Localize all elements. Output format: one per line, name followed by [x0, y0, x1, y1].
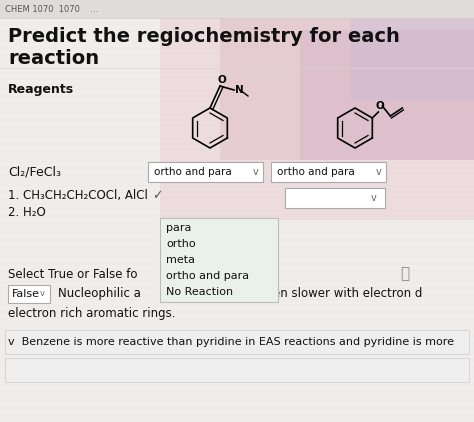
Text: ortho and para: ortho and para [154, 167, 232, 177]
Text: ✓: ✓ [152, 189, 163, 203]
Text: ortho and para: ortho and para [277, 167, 355, 177]
Text: ortho: ortho [166, 239, 196, 249]
Text: 2. H₂O: 2. H₂O [8, 206, 46, 219]
Text: electron rich aromatic rings.: electron rich aromatic rings. [8, 308, 175, 320]
Text: N: N [235, 85, 244, 95]
Text: 1. CH₃CH₂CH₂COCl, AlCl: 1. CH₃CH₂CH₂COCl, AlCl [8, 189, 148, 203]
Text: v: v [376, 167, 382, 177]
Bar [300, 30, 474, 160]
Text: O: O [376, 101, 385, 111]
Bar [271, 162, 386, 182]
Bar [0, 0, 474, 18]
Bar [220, 0, 474, 160]
Text: reaction: reaction [8, 49, 99, 68]
Bar [5, 330, 469, 354]
Bar [8, 285, 50, 303]
Text: No Reaction: No Reaction [166, 287, 233, 297]
Text: O: O [218, 75, 227, 85]
Bar [160, 0, 474, 220]
Text: Nucleophilic a: Nucleophilic a [58, 287, 141, 300]
Text: v  Benzene is more reactive than pyridine in EAS reactions and pyridine is more: v Benzene is more reactive than pyridine… [8, 337, 454, 347]
Text: Predict the regiochemistry for each: Predict the regiochemistry for each [8, 27, 400, 46]
Bar [160, 218, 278, 302]
Text: ortho and para: ortho and para [166, 271, 249, 281]
Bar [5, 358, 469, 382]
Bar [285, 188, 385, 208]
Bar [148, 162, 263, 182]
Text: meta: meta [166, 255, 195, 265]
Text: Select True or False fo: Select True or False fo [8, 268, 137, 281]
Text: v: v [371, 193, 377, 203]
Bar [350, 0, 474, 100]
Text: 👍: 👍 [400, 267, 409, 281]
Text: False: False [12, 289, 40, 299]
Text: v: v [253, 167, 259, 177]
Text: v: v [40, 289, 45, 298]
Text: CHEM 1070  1070    ...: CHEM 1070 1070 ... [5, 5, 98, 14]
Text: para: para [166, 223, 191, 233]
Text: Reagents: Reagents [8, 84, 74, 97]
Text: Cl₂/FeCl₃: Cl₂/FeCl₃ [8, 165, 61, 179]
Text: reactions happen slower with electron d: reactions happen slower with electron d [185, 287, 422, 300]
